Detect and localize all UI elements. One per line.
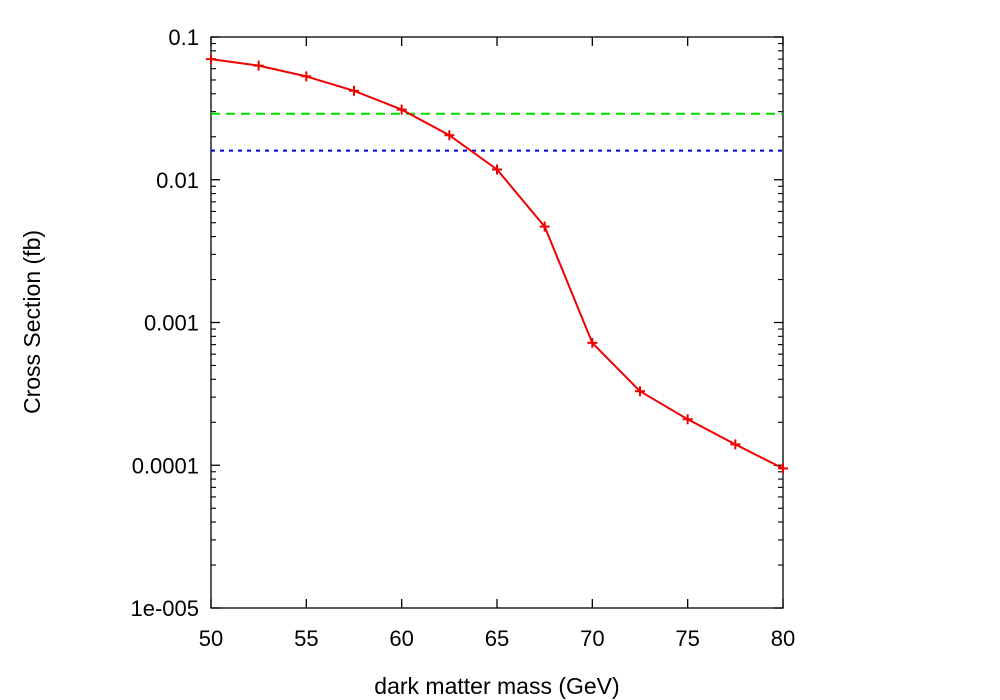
x-tick-label: 70 — [580, 626, 604, 651]
y-tick-label: 0.0001 — [132, 453, 199, 478]
x-tick-label: 60 — [389, 626, 413, 651]
data-point-marker — [492, 164, 502, 175]
data-point-marker — [349, 85, 359, 96]
y-tick-label: 1e-005 — [130, 596, 199, 621]
plot-frame — [210, 36, 784, 609]
x-tick-label: 55 — [294, 626, 318, 651]
data-point-marker — [301, 71, 312, 82]
data-point-marker — [682, 414, 693, 425]
x-axis-title: dark matter mass (GeV) — [374, 673, 619, 699]
data-point-marker — [778, 463, 788, 474]
x-tick-label: 80 — [771, 626, 795, 651]
data-point-marker — [587, 337, 598, 348]
series-group — [206, 54, 788, 474]
x-tick-label: 50 — [199, 626, 223, 651]
y-tick-label: 0.01 — [156, 168, 199, 193]
x-axis: 50 55 60 65 70 75 80 — [199, 37, 795, 651]
data-point-marker — [635, 386, 645, 397]
y-axis: 0.1 0.01 0.001 0.0001 1e-005 — [130, 25, 783, 621]
x-tick-label: 65 — [485, 626, 509, 651]
data-point-marker — [444, 130, 455, 141]
cross-section-series-line — [210, 58, 784, 470]
reference-lines — [211, 112, 783, 152]
data-point-marker — [730, 439, 741, 450]
data-point-marker — [539, 221, 550, 232]
data-point-marker — [206, 54, 216, 65]
x-tick-label: 75 — [675, 626, 699, 651]
data-point-marker — [253, 60, 264, 71]
y-axis-title: Cross Section (fb) — [19, 230, 45, 414]
data-point-marker — [396, 104, 407, 115]
y-tick-label: 0.1 — [168, 25, 199, 50]
y-tick-label: 0.001 — [144, 311, 199, 336]
